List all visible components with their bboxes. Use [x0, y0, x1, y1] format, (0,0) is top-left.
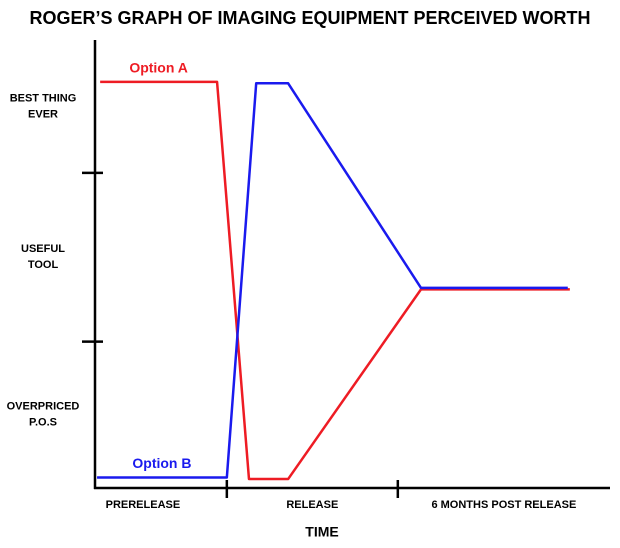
y-band-label: TOOL: [28, 259, 59, 271]
y-band-label: P.O.S: [29, 417, 57, 429]
y-band-label: EVER: [28, 108, 58, 120]
y-band-label: USEFUL: [21, 243, 65, 255]
y-band-label: OVERPRICED: [7, 401, 80, 413]
series-label: Option A: [129, 60, 188, 76]
chart-title: ROGER’S GRAPH OF IMAGING EQUIPMENT PERCE…: [29, 8, 590, 28]
series-line: [97, 82, 568, 479]
x-band-label: RELEASE: [286, 499, 338, 511]
series-line: [100, 80, 570, 481]
y-band-label: BEST THING: [10, 92, 77, 104]
x-band-label: PRERELEASE: [106, 499, 181, 511]
series-label: Option B: [132, 455, 191, 471]
x-axis-title: TIME: [305, 524, 338, 540]
x-band-label: 6 MONTHS POST RELEASE: [431, 499, 576, 511]
